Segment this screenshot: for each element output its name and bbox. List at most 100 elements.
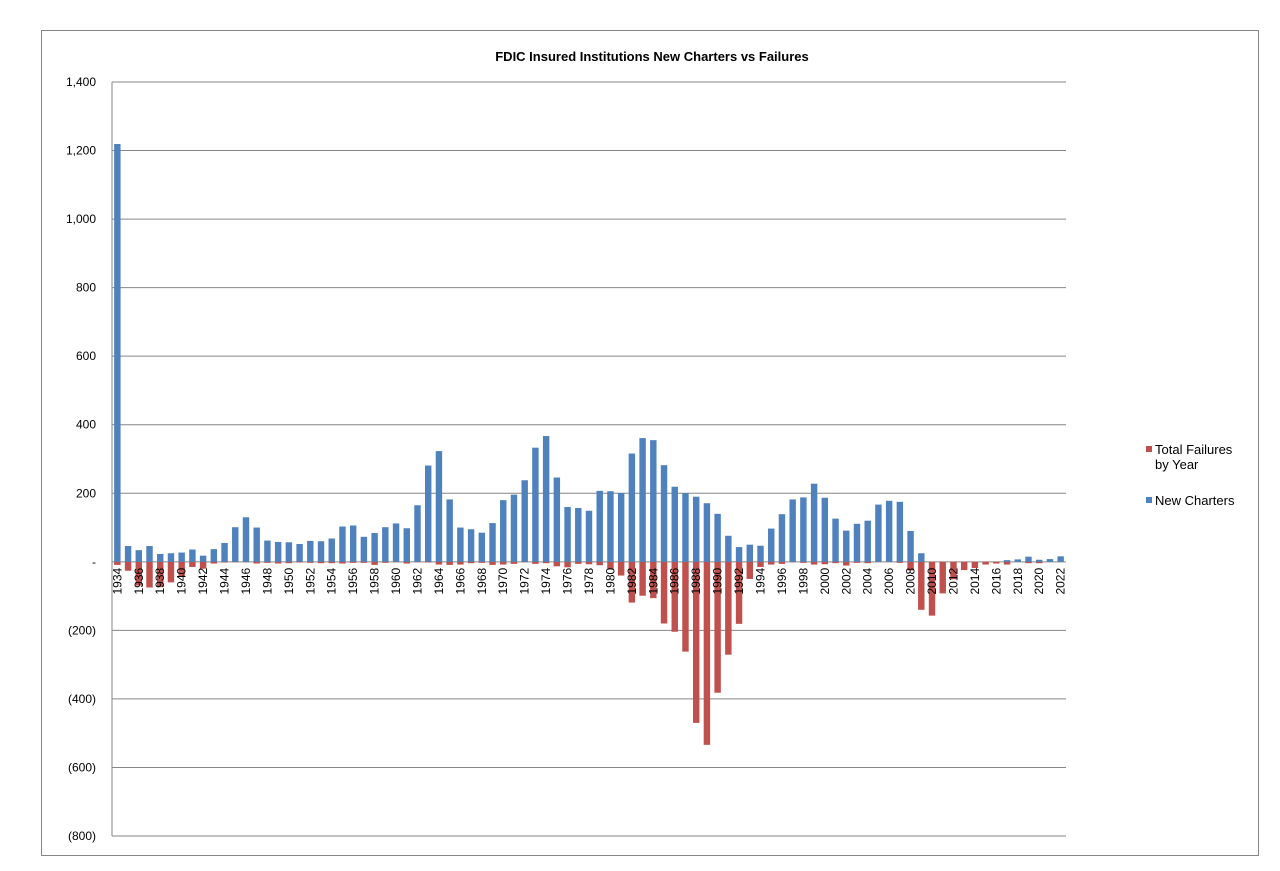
bar-new-charters-1951	[296, 544, 303, 562]
bar-failures-2019	[1025, 561, 1032, 564]
bar-failures-1952	[307, 561, 314, 563]
x-tick-label: 1964	[432, 567, 446, 594]
x-tick-label: 2000	[818, 567, 832, 594]
bar-failures-1975	[553, 561, 561, 567]
x-tick-label: 2016	[989, 567, 1003, 594]
x-tick-label: 1986	[668, 567, 682, 594]
bar-new-charters-1992	[735, 547, 743, 562]
chart-frame: FDIC Insured Institutions New Charters v…	[41, 30, 1259, 856]
bar-new-charters-1988	[692, 496, 700, 562]
grid-lines	[112, 81, 1066, 837]
bar-new-charters-1959	[382, 527, 389, 562]
bar-new-charters-1984	[650, 440, 657, 562]
bar-failures-1958	[371, 561, 378, 565]
bar-new-charters-1941	[189, 549, 196, 562]
x-tick-label: 1958	[368, 567, 382, 594]
bar-failures-1992	[735, 561, 743, 624]
bar-new-charters-1985	[660, 465, 668, 562]
bar-failures-1991	[725, 561, 732, 655]
bar-failures-1951	[296, 561, 303, 563]
bar-new-charters-2001	[832, 518, 839, 562]
x-tick-label: 2018	[1011, 567, 1025, 594]
bar-failures-1971	[510, 561, 518, 564]
bar-new-charters-1958	[371, 533, 378, 562]
bar-new-charters-1991	[725, 535, 732, 562]
y-axis: 1,400 1,200 1,000 800 600 400 200 - (200) (400) (6…	[66, 75, 113, 843]
bar-new-charters-1947	[253, 527, 260, 562]
bar-new-charters-2002	[843, 530, 850, 562]
bar-failures-1947	[253, 561, 260, 564]
bar-failures-1957	[360, 561, 368, 563]
bar-failures-1959	[382, 561, 389, 563]
x-tick-label: 1972	[518, 567, 532, 594]
y-tick-label: 1,200	[66, 144, 96, 158]
bar-new-charters-1940	[178, 552, 185, 562]
bar-failures-2017	[1003, 561, 1011, 565]
x-tick-label: 1996	[775, 567, 789, 594]
bar-failures-1994	[757, 561, 764, 567]
bar-failures-2016	[993, 561, 1000, 564]
x-tick-label: 2010	[925, 567, 939, 594]
bar-failures-1996	[778, 561, 786, 564]
bar-new-charters-1978	[585, 510, 593, 562]
bar-new-charters-1975	[553, 477, 561, 562]
bar-new-charters-1943	[210, 549, 218, 562]
bar-new-charters-1967	[467, 529, 475, 562]
bar-new-charters-1954	[328, 538, 335, 562]
bar-failures-1995	[768, 561, 775, 565]
x-tick-label: 2020	[1032, 567, 1046, 594]
x-tick-label: 2006	[882, 567, 896, 594]
x-tick-label: 2014	[968, 567, 982, 594]
x-tick-label: 1942	[196, 567, 210, 594]
bar-failures-2010	[928, 561, 936, 616]
bar-new-charters-1998	[800, 497, 807, 562]
bar-failures-1938	[157, 561, 164, 588]
bar-failures-1981	[617, 561, 625, 576]
bar-failures-1980	[607, 561, 614, 570]
x-tick-label: 1982	[625, 567, 639, 594]
x-tick-label: 1938	[153, 567, 167, 594]
bar-new-charters-1974	[542, 436, 550, 562]
bar-failures-1977	[575, 561, 582, 564]
x-tick-label: 2002	[839, 567, 853, 594]
bar-failures-1964	[435, 561, 443, 565]
bar-failures-1993	[746, 561, 753, 579]
bar-failures-1941	[189, 561, 196, 567]
bar-failures-2007	[896, 561, 904, 563]
bar-new-charters-1939	[167, 553, 175, 562]
bar-new-charters-1999	[810, 483, 818, 562]
bar-failures-1968	[478, 561, 486, 563]
bar-failures-2002	[843, 561, 850, 566]
bar-new-charters-1973	[532, 447, 539, 562]
x-tick-label: 2008	[904, 567, 918, 594]
bar-new-charters-1997	[789, 499, 796, 562]
bar-new-charters-1979	[596, 490, 603, 562]
x-tick-label: 1990	[711, 567, 725, 594]
x-tick-label: 2012	[946, 567, 960, 594]
bar-failures-1942	[199, 561, 207, 569]
bar-new-charters-1971	[510, 494, 518, 562]
bar-failures-1989	[703, 561, 711, 745]
bar-failures-1953	[317, 561, 325, 564]
bar-failures-1979	[596, 561, 603, 566]
bar-failures-1956	[349, 561, 357, 563]
bar-new-charters-1966	[457, 527, 464, 562]
bar-new-charters-1972	[521, 480, 528, 562]
x-tick-label: 1962	[410, 567, 424, 594]
y-tick-label: 600	[76, 349, 96, 363]
bar-failures-1949	[274, 561, 282, 564]
y-tick-label: (200)	[68, 623, 96, 637]
bar-new-charters-1956	[349, 525, 357, 562]
bars	[114, 144, 1064, 745]
bar-new-charters-1937	[146, 546, 153, 562]
legend-label-new-charters: New Charters	[1155, 493, 1235, 508]
x-tick-label: 1974	[539, 567, 553, 594]
bar-new-charters-1981	[617, 492, 625, 562]
bar-failures-2004	[864, 561, 871, 564]
bar-new-charters-1944	[221, 542, 228, 562]
bar-new-charters-1938	[157, 553, 164, 562]
x-tick-label: 1966	[453, 567, 467, 594]
bar-new-charters-1968	[478, 532, 486, 562]
bar-failures-1990	[714, 561, 721, 693]
bar-new-charters-1955	[339, 526, 346, 562]
